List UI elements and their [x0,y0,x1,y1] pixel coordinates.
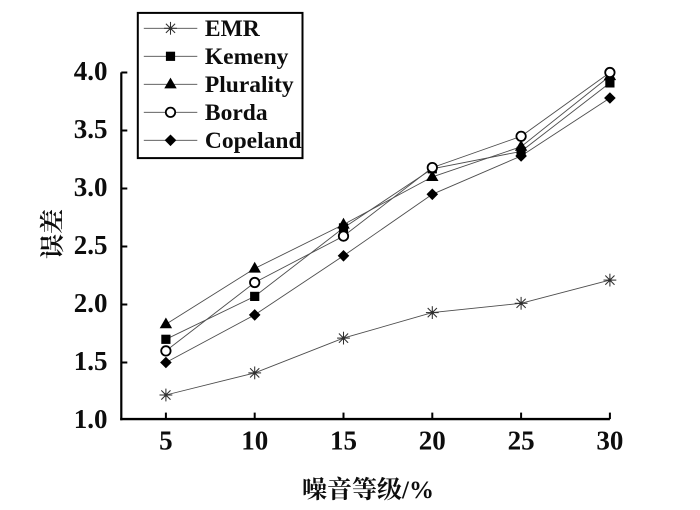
svg-text:Copeland: Copeland [205,128,302,154]
svg-text:1.5: 1.5 [74,346,108,376]
svg-text:Kemeny: Kemeny [205,44,289,70]
svg-text:5: 5 [159,426,173,456]
svg-text:2.0: 2.0 [74,288,108,318]
svg-text:1.0: 1.0 [74,404,108,434]
svg-text:3.0: 3.0 [74,172,108,202]
svg-text:25: 25 [508,426,535,456]
svg-text:Borda: Borda [205,100,268,126]
svg-text:Plurality: Plurality [205,72,294,98]
svg-text:30: 30 [596,426,623,456]
svg-text:4.0: 4.0 [74,56,108,86]
svg-text:2.5: 2.5 [74,230,108,260]
svg-text:/%: /% [401,477,434,504]
svg-text:10: 10 [241,426,268,456]
svg-text:EMR: EMR [205,16,261,42]
svg-text:3.5: 3.5 [74,114,108,144]
svg-text:20: 20 [419,426,446,456]
svg-text:15: 15 [330,426,357,456]
